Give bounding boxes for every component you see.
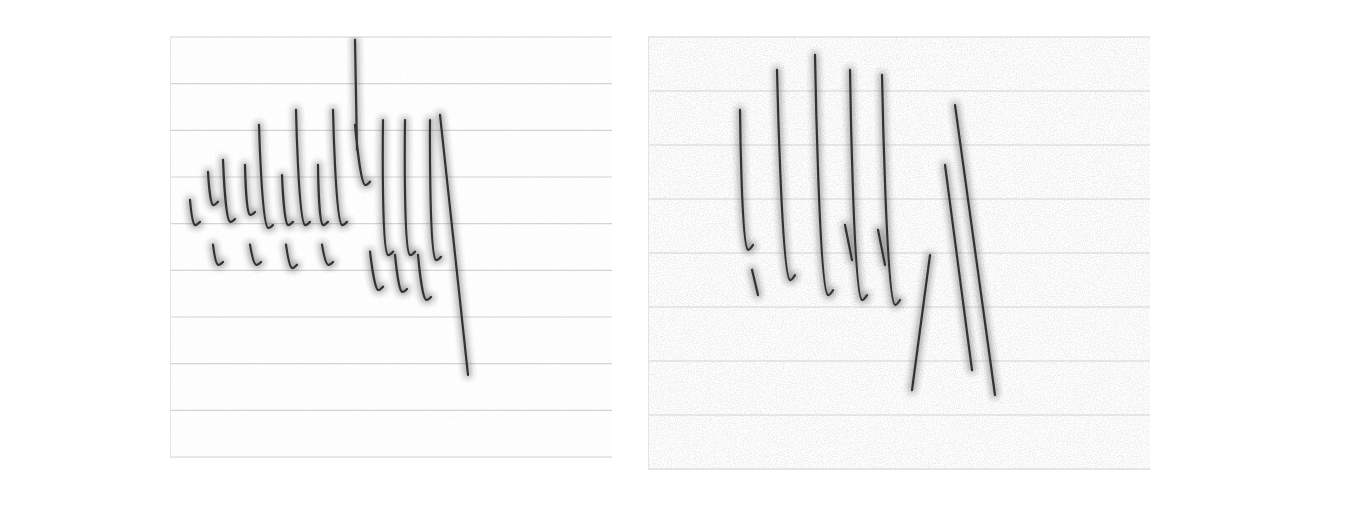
y-axis — [170, 38, 172, 458]
grid — [170, 37, 612, 457]
grid-line — [648, 36, 1150, 37]
background-noise — [170, 37, 612, 457]
grid-line — [648, 306, 1150, 307]
note-trace — [740, 55, 995, 395]
spectrogram-panel — [170, 37, 613, 458]
grid-line — [648, 468, 1150, 469]
y-axis — [648, 38, 650, 470]
marks — [740, 55, 995, 395]
grid-line — [648, 360, 1150, 361]
grid-line — [648, 252, 1150, 253]
grid — [648, 37, 1150, 469]
grid-line — [170, 316, 612, 317]
background-noise — [648, 37, 1150, 469]
grid-line — [170, 363, 612, 364]
grid-line — [170, 130, 612, 131]
spectrogram-panel — [648, 37, 1151, 470]
grid-line — [648, 198, 1150, 199]
grid-line — [170, 270, 612, 271]
chart-container — [0, 0, 1350, 520]
x-axis-line — [649, 469, 1151, 470]
y-axis-line — [170, 38, 171, 458]
x-axis — [171, 457, 613, 458]
grid-line — [648, 90, 1150, 91]
y-axis-line — [648, 38, 649, 470]
grid-line — [648, 414, 1150, 415]
grid-line — [648, 144, 1150, 145]
marks — [190, 40, 468, 375]
grid-line — [170, 456, 612, 457]
grid-line — [170, 410, 612, 411]
canvas — [0, 0, 1350, 520]
grid-line — [170, 176, 612, 177]
grid-line — [170, 223, 612, 224]
x-axis-line — [171, 457, 613, 458]
grid-line — [170, 36, 612, 37]
grid-line — [170, 83, 612, 84]
note-trace — [190, 40, 468, 375]
x-axis — [649, 469, 1151, 470]
